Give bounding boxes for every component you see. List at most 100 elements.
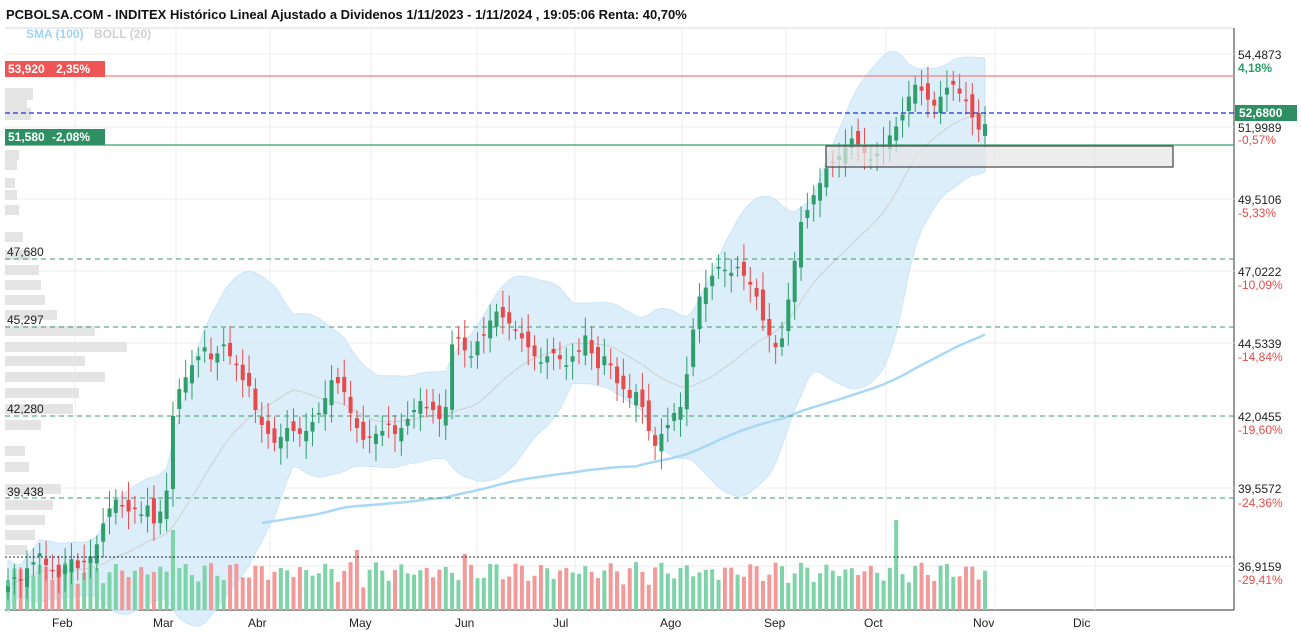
volume-profile-bar-26 (5, 530, 35, 540)
volume-bar-107 (684, 565, 689, 610)
volume-bar-99 (634, 562, 639, 610)
volume-bar-56 (361, 587, 366, 610)
volume-bar-74 (475, 578, 480, 610)
volume-profile (5, 88, 127, 555)
candle-body-29 (189, 365, 194, 384)
candle-body-4 (31, 562, 36, 565)
volume-bar-132 (843, 569, 848, 610)
resistance-tag-value: 53,920 (8, 62, 45, 76)
volume-bar-126 (805, 567, 810, 610)
volume-bar-57 (367, 569, 372, 610)
candle-body-127 (811, 195, 816, 205)
volume-bar-134 (856, 575, 861, 610)
volume-bar-69 (443, 566, 448, 610)
candle-body-122 (779, 338, 784, 347)
candle-body-67 (431, 401, 436, 411)
volume-bar-4 (31, 576, 36, 610)
candle-body-31 (202, 347, 207, 352)
volume-profile-bar-27 (5, 545, 27, 555)
y-pct-2: -0,57% (1238, 133, 1276, 147)
volume-bar-100 (640, 571, 645, 610)
candle-body-6 (44, 558, 49, 566)
volume-profile-bar-8 (5, 232, 23, 242)
volume-bar-79 (507, 576, 512, 610)
volume-bar-123 (786, 582, 791, 610)
volume-bar-53 (342, 570, 347, 610)
volume-bar-91 (583, 566, 588, 610)
candle-body-118 (754, 288, 759, 297)
candle-body-37 (240, 364, 245, 381)
candle-body-58 (373, 433, 378, 444)
y-tick-8: 36,9159 (1238, 560, 1282, 574)
volume-bar-51 (329, 568, 334, 610)
candle-body-97 (621, 375, 626, 390)
current-price-value: 52,6800 (1239, 106, 1283, 120)
volume-bar-96 (615, 571, 620, 610)
volume-bar-24 (158, 566, 163, 610)
bollinger-band (7, 51, 986, 627)
candle-body-99 (634, 392, 639, 406)
candle-body-0 (6, 586, 10, 593)
candle-body-90 (576, 350, 581, 352)
candle-body-149 (951, 80, 956, 85)
month-label-feb: Feb (52, 616, 73, 630)
volume-bar-22 (145, 574, 150, 610)
volume-bar-46 (297, 567, 302, 610)
volume-profile-bar-20 (5, 420, 41, 430)
month-label-sep: Sep (764, 616, 786, 630)
volume-bar-152 (970, 566, 975, 610)
candle-body-15 (101, 523, 106, 542)
volume-bar-21 (139, 567, 144, 610)
volume-bar-28 (183, 564, 188, 610)
month-label-jun: Jun (455, 616, 474, 630)
candle-body-110 (703, 287, 708, 305)
month-label-may: May (349, 616, 372, 630)
support-tag (5, 129, 105, 145)
volume-bar-49 (316, 573, 321, 610)
y-pct-3: -5,33% (1238, 206, 1276, 220)
candle-body-16 (107, 508, 112, 517)
volume-bar-102 (653, 567, 658, 610)
candle-body-124 (792, 260, 797, 302)
volume-bar-31 (202, 565, 207, 610)
candle-body-53 (342, 376, 347, 393)
volume-bar-68 (437, 569, 442, 610)
volume-bar-70 (450, 572, 455, 610)
support-tag-pct: -2,08% (52, 130, 90, 144)
volume-bar-54 (348, 562, 353, 610)
volume-bar-118 (754, 566, 759, 610)
volume-bar-75 (481, 577, 486, 610)
volume-bar-85 (545, 568, 550, 610)
chart-title: PCBOLSA.COM - INDITEX Histórico Lineal A… (6, 7, 687, 22)
volume-bar-90 (576, 574, 581, 610)
candle-body-2 (18, 579, 23, 581)
volume-bar-32 (209, 563, 214, 610)
volume-profile-bar-3 (5, 150, 19, 160)
volume-bar-112 (716, 579, 721, 610)
y-pct-1: 4,18% (1238, 61, 1272, 75)
candle-body-111 (710, 275, 715, 287)
candle-body-72 (462, 337, 467, 351)
boll-indicator-label[interactable]: BOLL (20) (94, 27, 151, 41)
price-axis-labels: 54,4873 4,18% 51,9989 -0,57% 49,5106 -5,… (1238, 48, 1283, 587)
volume-bar-30 (196, 581, 201, 610)
candle-body-140 (894, 126, 899, 141)
volume-bar-40 (259, 566, 264, 610)
candle-body-39 (253, 388, 258, 411)
sma-indicator-label[interactable]: SMA (100) (26, 27, 84, 41)
y-tick-7: 39,5572 (1238, 482, 1282, 496)
volume-bar-27 (177, 567, 182, 610)
volume-bar-72 (462, 554, 467, 610)
candle-body-47 (304, 430, 309, 442)
volume-profile-bar-16 (5, 356, 85, 366)
candle-body-27 (177, 389, 182, 409)
candle-body-143 (913, 84, 918, 104)
volume-profile-bar-6 (5, 190, 17, 200)
volume-bar-89 (570, 572, 575, 610)
candle-body-123 (786, 299, 791, 332)
volume-bar-42 (272, 571, 277, 610)
candle-body-1 (12, 577, 17, 579)
candle-body-59 (380, 430, 385, 436)
candle-body-46 (297, 428, 302, 434)
candle-body-70 (450, 344, 455, 410)
